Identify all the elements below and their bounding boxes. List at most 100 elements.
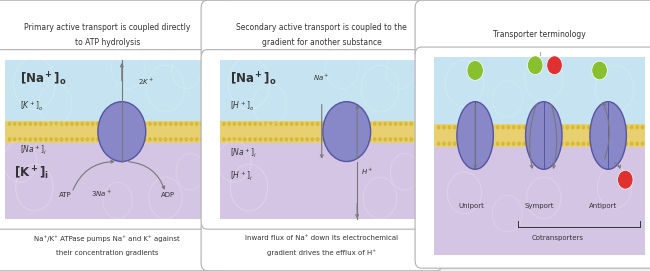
Circle shape: [265, 138, 267, 141]
Circle shape: [190, 138, 193, 141]
Text: $\mathbf{[Na^+]_o}$: $\mathbf{[Na^+]_o}$: [20, 70, 66, 88]
Circle shape: [76, 122, 79, 125]
Text: $[Na^+]_i$: $[Na^+]_i$: [20, 144, 47, 157]
Circle shape: [395, 122, 397, 125]
Circle shape: [206, 138, 209, 141]
Circle shape: [555, 126, 558, 129]
Circle shape: [306, 122, 309, 125]
Circle shape: [185, 122, 188, 125]
Circle shape: [358, 122, 361, 125]
Circle shape: [459, 142, 462, 145]
Circle shape: [369, 138, 371, 141]
Circle shape: [206, 122, 209, 125]
Circle shape: [454, 126, 456, 129]
Circle shape: [118, 122, 120, 125]
Circle shape: [389, 122, 392, 125]
Circle shape: [275, 122, 278, 125]
Circle shape: [614, 126, 617, 129]
Ellipse shape: [590, 102, 627, 169]
Circle shape: [317, 138, 319, 141]
Circle shape: [175, 138, 177, 141]
Circle shape: [518, 142, 521, 145]
Text: Secondary active transport is coupled to the: Secondary active transport is coupled to…: [237, 23, 407, 32]
Circle shape: [249, 138, 252, 141]
Circle shape: [469, 142, 472, 145]
Circle shape: [561, 142, 564, 145]
Circle shape: [625, 126, 628, 129]
Circle shape: [76, 138, 79, 141]
Circle shape: [480, 142, 483, 145]
Circle shape: [486, 142, 488, 145]
Circle shape: [337, 138, 340, 141]
Circle shape: [604, 142, 606, 145]
Bar: [220, 143, 424, 219]
Text: gradient for another substance: gradient for another substance: [262, 38, 382, 47]
Circle shape: [71, 122, 73, 125]
Circle shape: [343, 138, 345, 141]
Circle shape: [175, 122, 177, 125]
Circle shape: [144, 122, 146, 125]
Circle shape: [534, 142, 536, 145]
Circle shape: [410, 122, 413, 125]
Circle shape: [614, 142, 617, 145]
Circle shape: [598, 142, 601, 145]
Circle shape: [512, 126, 515, 129]
Circle shape: [144, 138, 146, 141]
Circle shape: [123, 122, 125, 125]
Circle shape: [66, 138, 68, 141]
Circle shape: [8, 122, 11, 125]
Circle shape: [467, 61, 484, 80]
Circle shape: [464, 126, 467, 129]
Circle shape: [92, 138, 94, 141]
Circle shape: [384, 122, 387, 125]
Circle shape: [582, 126, 585, 129]
Circle shape: [502, 142, 504, 145]
Circle shape: [14, 122, 16, 125]
Circle shape: [291, 122, 293, 125]
Circle shape: [641, 126, 644, 129]
Circle shape: [448, 142, 450, 145]
Circle shape: [244, 138, 246, 141]
Circle shape: [55, 138, 58, 141]
Circle shape: [159, 122, 162, 125]
Circle shape: [123, 138, 125, 141]
Circle shape: [384, 138, 387, 141]
Circle shape: [547, 56, 562, 75]
Circle shape: [571, 126, 574, 129]
Circle shape: [223, 138, 226, 141]
Circle shape: [437, 142, 440, 145]
Circle shape: [71, 138, 73, 141]
Text: $[H^+]_i$: $[H^+]_i$: [230, 170, 253, 183]
Circle shape: [196, 122, 198, 125]
Circle shape: [475, 142, 478, 145]
Bar: [220, 121, 424, 143]
Circle shape: [540, 126, 542, 129]
Circle shape: [363, 122, 366, 125]
Circle shape: [322, 138, 324, 141]
Bar: [434, 147, 645, 255]
Circle shape: [29, 138, 32, 141]
Circle shape: [317, 122, 319, 125]
FancyBboxPatch shape: [415, 47, 650, 268]
Circle shape: [285, 122, 288, 125]
Circle shape: [618, 170, 633, 189]
Ellipse shape: [526, 102, 562, 169]
Circle shape: [571, 142, 574, 145]
Circle shape: [259, 138, 262, 141]
Circle shape: [550, 142, 552, 145]
Circle shape: [540, 142, 542, 145]
Circle shape: [170, 138, 172, 141]
Text: $[K^+]_o$: $[K^+]_o$: [20, 100, 44, 113]
Circle shape: [138, 122, 141, 125]
Circle shape: [244, 122, 246, 125]
Circle shape: [518, 126, 521, 129]
Text: their concentration gradients: their concentration gradients: [56, 250, 159, 256]
FancyBboxPatch shape: [201, 219, 443, 271]
Circle shape: [443, 126, 445, 129]
Circle shape: [196, 138, 198, 141]
Circle shape: [301, 138, 304, 141]
Circle shape: [190, 122, 193, 125]
Circle shape: [112, 122, 115, 125]
Circle shape: [415, 138, 418, 141]
Circle shape: [379, 122, 382, 125]
